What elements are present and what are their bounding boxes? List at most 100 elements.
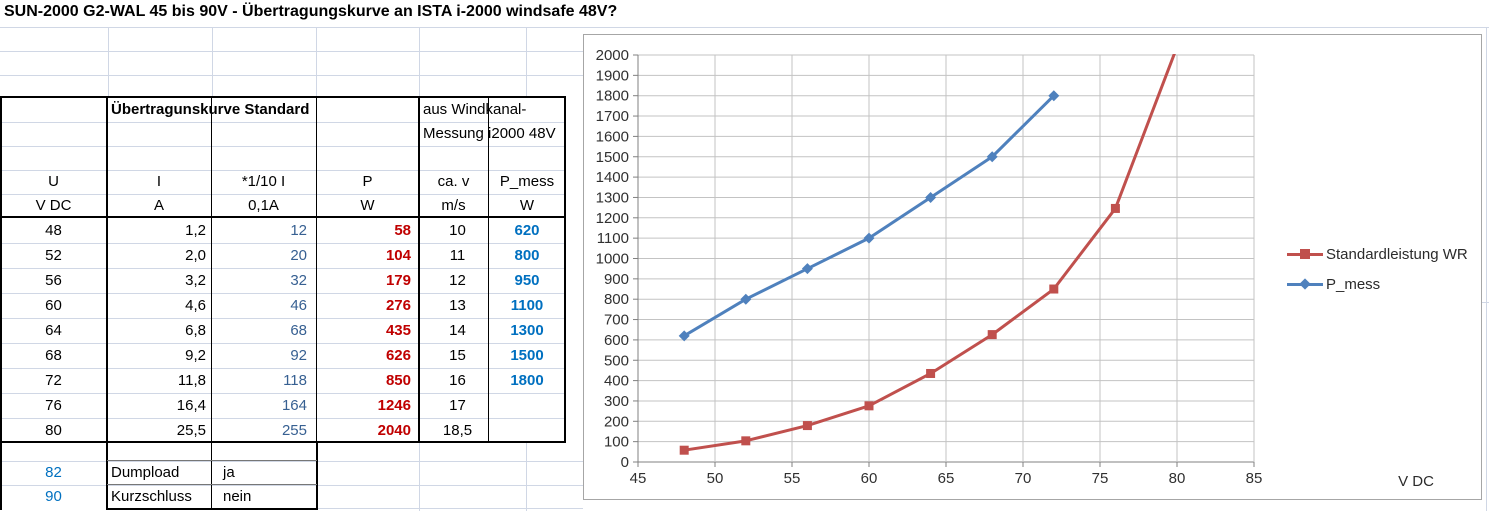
cell-i[interactable]: 4,6	[185, 297, 206, 314]
chart-plot-area: 0 100 200 300 400 500 600 700 800 900 1000 1100 1200…	[596, 47, 1263, 487]
cell-u[interactable]: 80	[45, 422, 62, 439]
gridline	[0, 461, 583, 462]
cell-i[interactable]: 16,4	[176, 397, 206, 414]
cell-i10[interactable]: 46	[290, 297, 307, 314]
group-header-windkanal[interactable]: Messung i2000 48V	[423, 125, 556, 142]
cell-v[interactable]: 15	[449, 347, 466, 364]
cell-pmess[interactable]: 1100	[510, 297, 544, 314]
gridline	[0, 51, 583, 52]
x-axis-title: V DC	[1398, 473, 1434, 490]
column-unit[interactable]: A	[153, 197, 164, 214]
cell-extra-label[interactable]: Dumpload	[111, 464, 180, 481]
cell-i[interactable]: 25,5	[176, 422, 206, 439]
cell-p[interactable]: 435	[385, 322, 411, 339]
cell-p[interactable]: 1246	[377, 397, 411, 414]
column-unit[interactable]: V DC	[35, 197, 72, 214]
cell-u[interactable]: 76	[45, 397, 62, 414]
cell-i[interactable]: 3,2	[185, 272, 206, 289]
cell-u[interactable]: 52	[45, 247, 62, 264]
cell-p[interactable]: 850	[385, 372, 411, 389]
cell-i10[interactable]: 92	[290, 347, 307, 364]
cell-u[interactable]: 68	[45, 347, 62, 364]
y-axis-tick-label: 500	[604, 352, 629, 369]
y-axis-tick-label: 300	[604, 393, 629, 410]
cell-pmess[interactable]: 1500	[510, 347, 544, 364]
gridline	[108, 27, 109, 98]
cell-extra-value[interactable]: nein	[223, 488, 252, 505]
cell-i[interactable]: 9,2	[185, 347, 206, 364]
gridline	[107, 460, 317, 461]
legend-item-p-mess[interactable]: P_mess	[1287, 276, 1380, 293]
cell-i10[interactable]: 68	[290, 322, 307, 339]
y-axis-tick-label: 400	[604, 373, 629, 390]
cell-p[interactable]: 2040	[377, 422, 411, 439]
cell-p[interactable]: 626	[385, 347, 411, 364]
cell-v[interactable]: 17	[449, 397, 466, 414]
cell-v[interactable]: 13	[449, 297, 466, 314]
cell-u[interactable]: 64	[45, 322, 62, 339]
column-header[interactable]: *1/10 I	[241, 173, 286, 190]
group-header-standard[interactable]: Übertragunskurve Standard	[111, 101, 310, 118]
column-unit[interactable]: W	[519, 197, 535, 214]
column-header[interactable]: U	[48, 173, 59, 190]
cell-pmess[interactable]: 1800	[510, 372, 544, 389]
cell-u[interactable]: 60	[45, 297, 62, 314]
gridline	[107, 484, 317, 485]
cell-i10[interactable]: 164	[281, 397, 307, 414]
sheet-title: SUN-2000 G2-WAL 45 bis 90V - Übertragung…	[4, 3, 618, 20]
cell-extra-u[interactable]: 90	[45, 488, 62, 505]
cell-extra-label[interactable]: Kurzschluss	[111, 488, 192, 505]
gridline	[0, 243, 566, 244]
column-unit[interactable]: m/s	[441, 197, 466, 214]
x-axis-tick-label: 80	[1169, 470, 1186, 487]
cell-i10[interactable]: 20	[290, 247, 307, 264]
gridline	[0, 418, 566, 419]
power-curve-chart[interactable]: 0 100 200 300 400 500 600 700 800 900 1000 1100 1200…	[583, 34, 1482, 500]
cell-p[interactable]: 104	[385, 247, 411, 264]
cell-pmess[interactable]: 950	[514, 272, 540, 289]
column-header[interactable]: P_mess	[499, 173, 555, 190]
column-header[interactable]: P	[362, 173, 373, 190]
legend-marker-square-icon	[1287, 246, 1323, 262]
cell-u[interactable]: 56	[45, 272, 62, 289]
cell-i10[interactable]: 32	[290, 272, 307, 289]
cell-v[interactable]: 16	[449, 372, 466, 389]
cell-u[interactable]: 72	[45, 372, 62, 389]
cell-i[interactable]: 2,0	[185, 247, 206, 264]
x-axis-tick-label: 60	[861, 470, 878, 487]
cell-pmess[interactable]: 620	[514, 222, 540, 239]
cell-p[interactable]: 58	[394, 222, 411, 239]
legend-item-standardleistung-wr[interactable]: Standardleistung WR	[1287, 246, 1468, 263]
cell-pmess[interactable]: 1300	[510, 322, 544, 339]
table-border	[211, 98, 212, 441]
cell-v[interactable]: 11	[449, 247, 466, 264]
cell-p[interactable]: 276	[385, 297, 411, 314]
cell-v[interactable]: 18,5	[442, 422, 473, 439]
cell-i10[interactable]: 118	[283, 372, 307, 389]
cell-i[interactable]: 6,8	[185, 322, 206, 339]
x-axis-tick-label: 65	[938, 470, 955, 487]
group-header-windkanal[interactable]: aus Windkanal-	[423, 101, 527, 118]
cell-i[interactable]: 11,8	[177, 372, 206, 389]
cell-v[interactable]: 10	[449, 222, 466, 239]
x-axis-tick-label: 75	[1092, 470, 1109, 487]
cell-i10[interactable]: 255	[281, 422, 307, 439]
y-axis-tick-label: 1000	[596, 251, 629, 268]
column-header[interactable]: ca. v	[437, 173, 470, 190]
y-axis-tick-label: 200	[604, 413, 629, 430]
gridline	[0, 170, 566, 171]
cell-i10[interactable]: 12	[290, 222, 307, 239]
cell-extra-u[interactable]: 82	[45, 464, 62, 481]
cell-i[interactable]: 1,2	[185, 222, 206, 239]
column-unit[interactable]: W	[360, 197, 375, 214]
cell-v[interactable]: 12	[449, 272, 466, 289]
cell-v[interactable]: 14	[449, 322, 466, 339]
cell-pmess[interactable]: 800	[514, 247, 540, 264]
cell-p[interactable]: 179	[385, 272, 411, 289]
cell-extra-value[interactable]: ja	[223, 464, 235, 481]
cell-u[interactable]: 48	[45, 222, 62, 239]
column-header[interactable]: I	[156, 173, 162, 190]
column-unit[interactable]: 0,1A	[248, 197, 279, 214]
gridline	[0, 146, 566, 147]
